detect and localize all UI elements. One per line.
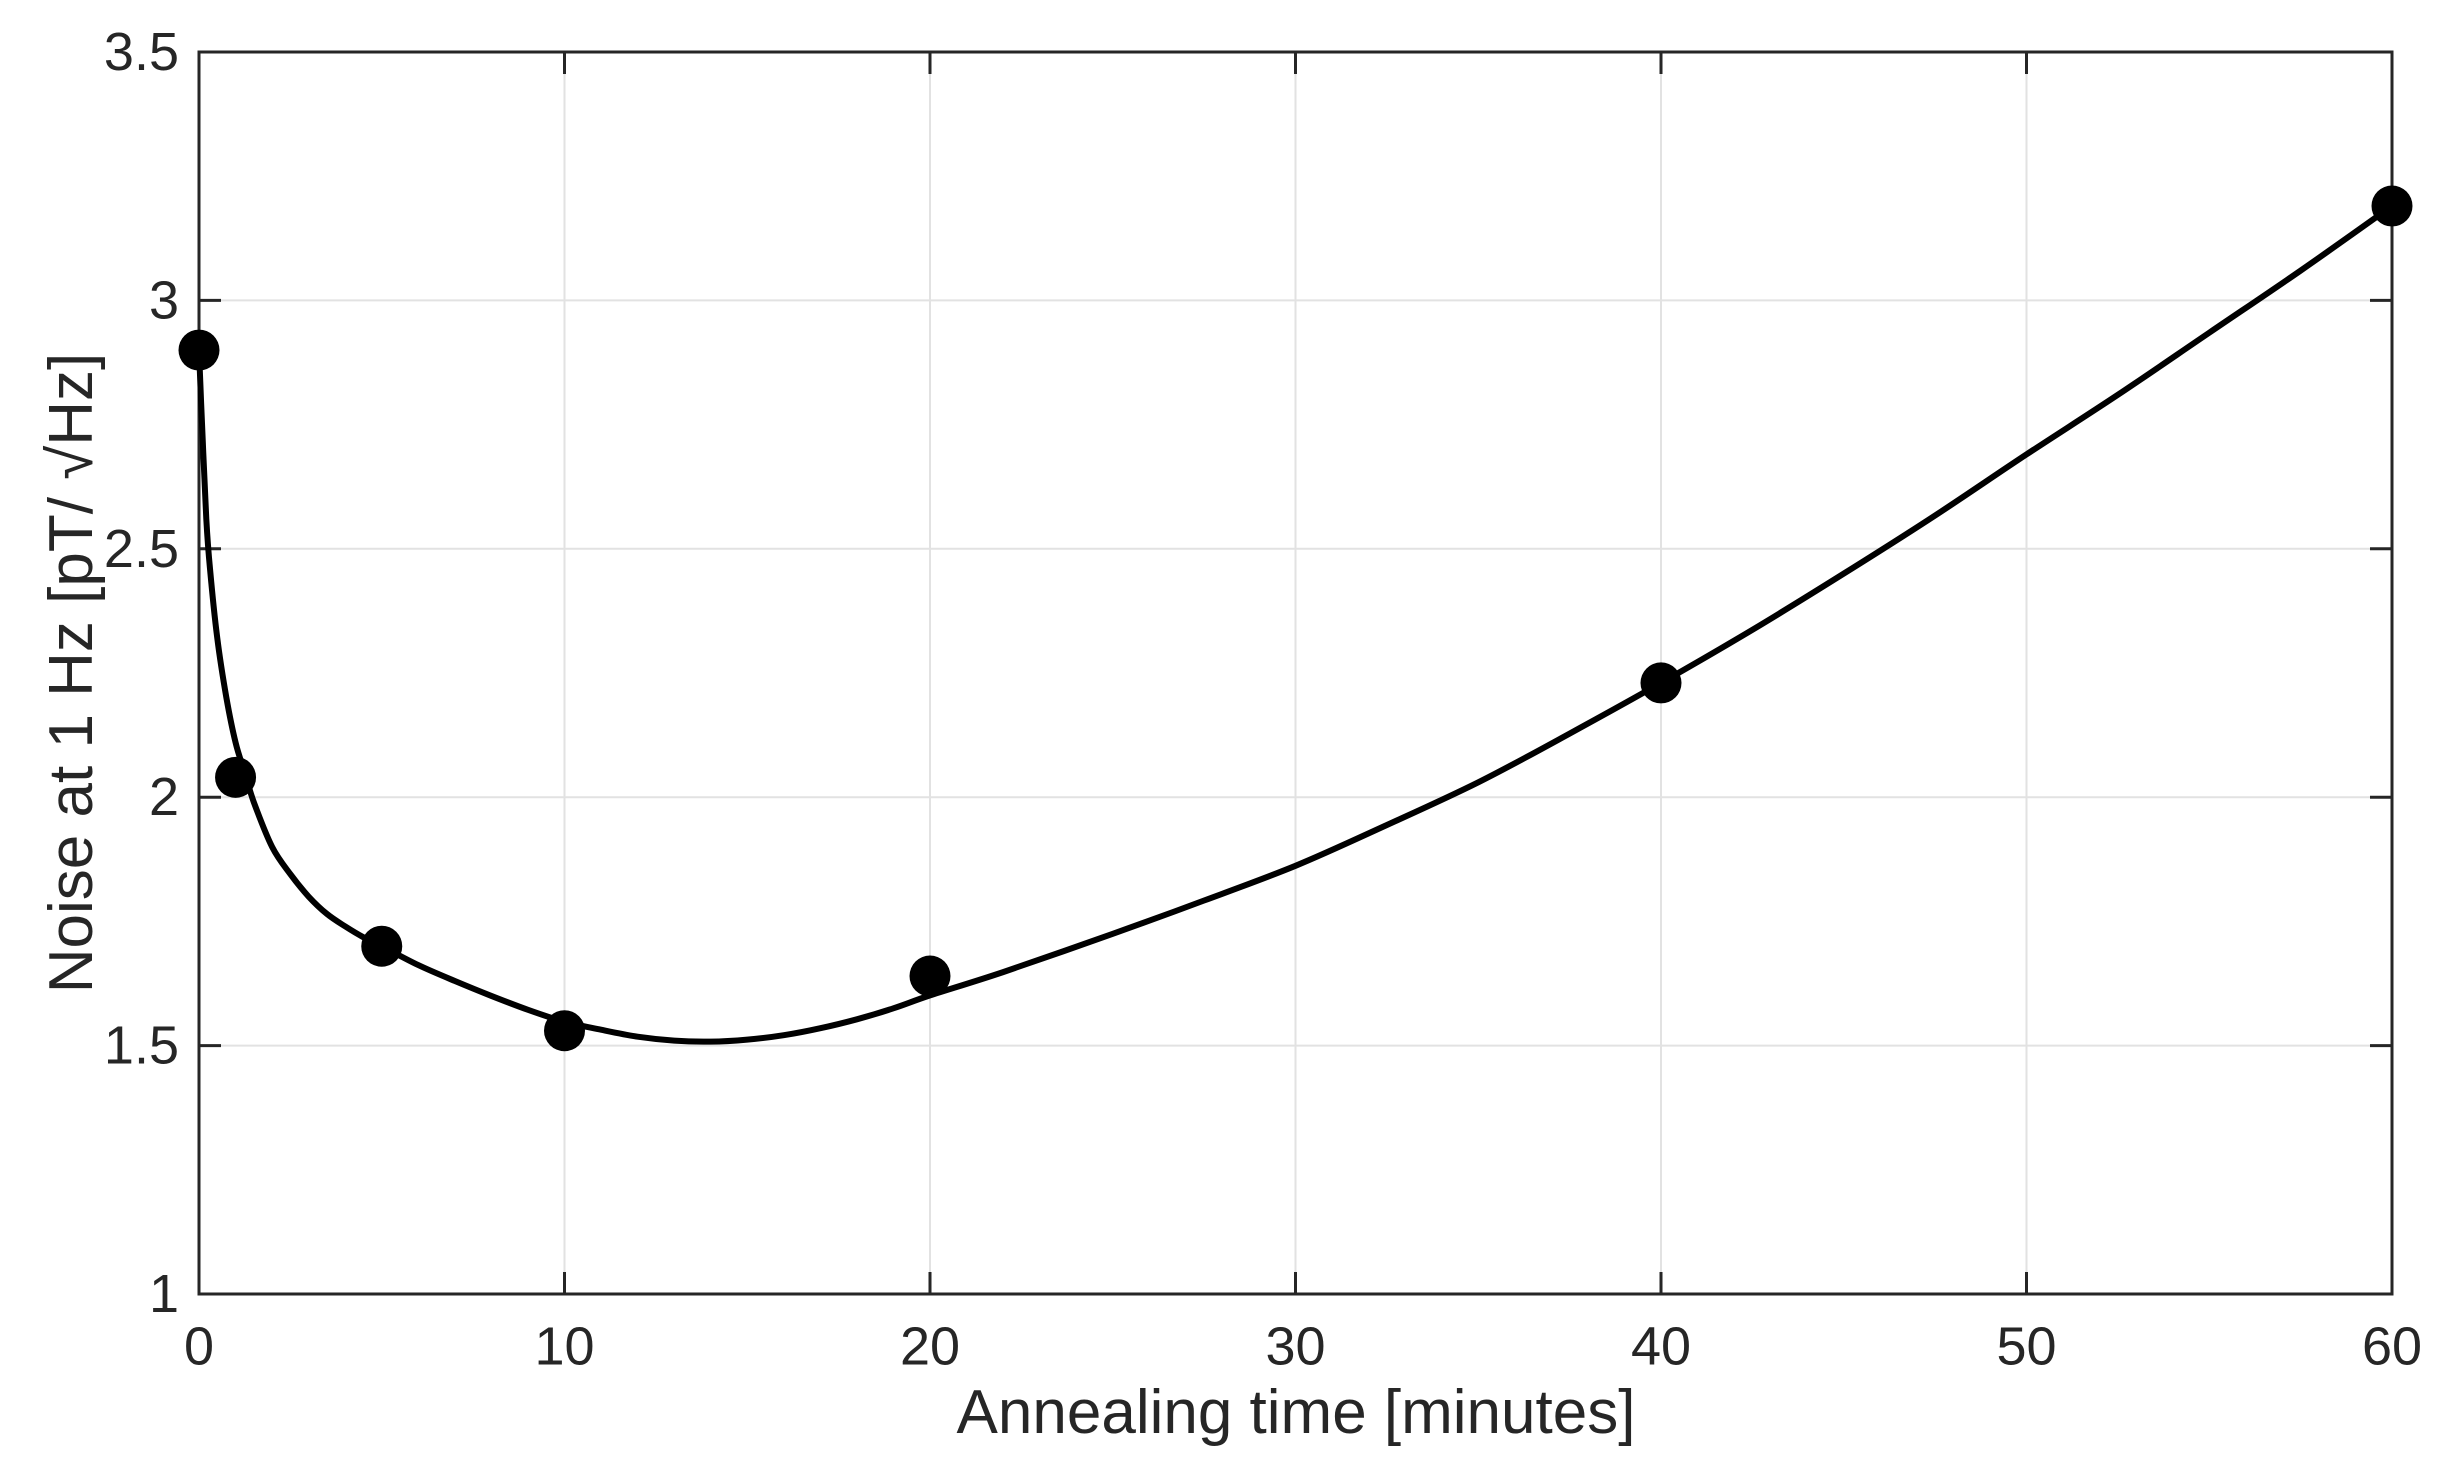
x-tick-label: 0 bbox=[184, 1316, 214, 1376]
data-point-marker bbox=[361, 925, 403, 967]
data-point-marker bbox=[544, 1010, 585, 1052]
y-tick-label: 2 bbox=[149, 767, 179, 827]
data-point-marker bbox=[2371, 185, 2413, 227]
data-point-marker bbox=[909, 955, 951, 997]
x-tick-label: 20 bbox=[900, 1316, 960, 1376]
x-tick-label: 50 bbox=[1996, 1316, 2056, 1376]
x-tick-label: 40 bbox=[1631, 1316, 1691, 1376]
y-tick-label: 2.5 bbox=[104, 519, 179, 579]
x-axis-label: Annealing time [minutes] bbox=[956, 1378, 1636, 1447]
data-point-marker bbox=[178, 329, 220, 371]
y-tick-label: 1 bbox=[149, 1264, 179, 1324]
x-tick-label: 60 bbox=[2362, 1316, 2422, 1376]
y-tick-label: 3.5 bbox=[104, 22, 179, 82]
fit-curve bbox=[196, 203, 2395, 1045]
data-point-marker bbox=[1640, 662, 1682, 704]
x-tick-label: 30 bbox=[1265, 1316, 1325, 1376]
x-tick-label: 10 bbox=[534, 1316, 594, 1376]
y-tick-label: 3 bbox=[149, 270, 179, 330]
plot-box bbox=[197, 50, 2394, 1296]
y-tick-label: 1.5 bbox=[104, 1016, 179, 1076]
data-point-marker bbox=[215, 756, 257, 798]
y-axis-label: Noise at 1 Hz [pT/ √Hz] bbox=[37, 352, 106, 994]
